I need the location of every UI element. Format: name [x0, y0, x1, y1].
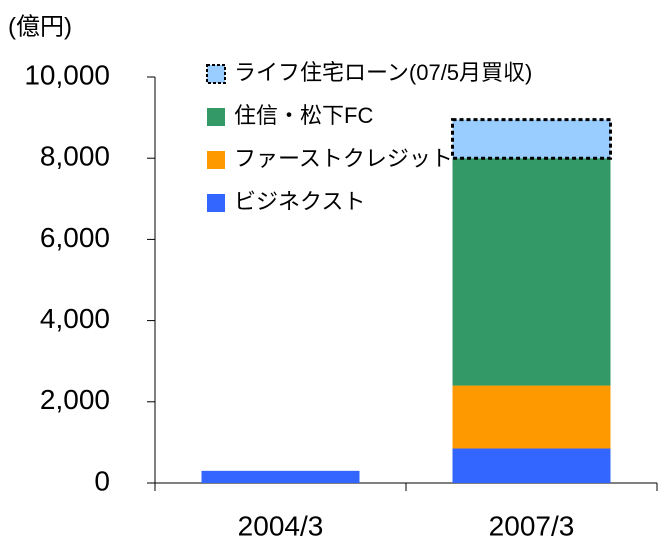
legend-swatch: [207, 108, 225, 126]
bar-segment: [201, 470, 360, 483]
y-unit: (億円): [8, 13, 72, 40]
legend-swatch: [207, 194, 225, 212]
y-tick-label: 6,000: [40, 222, 110, 253]
bar-segment: [452, 158, 611, 386]
y-tick-label: 8,000: [40, 141, 110, 172]
y-tick-label: 4,000: [40, 303, 110, 334]
bar-segment: [452, 448, 611, 483]
legend-swatch: [206, 64, 226, 84]
y-tick-label: 0: [94, 465, 110, 496]
y-tick-label: 10,000: [24, 59, 110, 90]
legend-label: ビジネクスト: [234, 189, 365, 214]
y-tick-label: 2,000: [40, 384, 110, 415]
bar-segment: [451, 118, 612, 160]
legend-label: ファーストクレジット: [234, 146, 453, 171]
legend-swatch: [207, 151, 225, 169]
legend-label: ライフ住宅ローン(07/5月買収): [234, 60, 532, 85]
x-tick-label: 2007/3: [489, 510, 575, 541]
x-tick-label: 2004/3: [238, 510, 324, 541]
legend-label: 住信・松下FC: [234, 103, 373, 128]
bar-segment: [452, 385, 611, 449]
